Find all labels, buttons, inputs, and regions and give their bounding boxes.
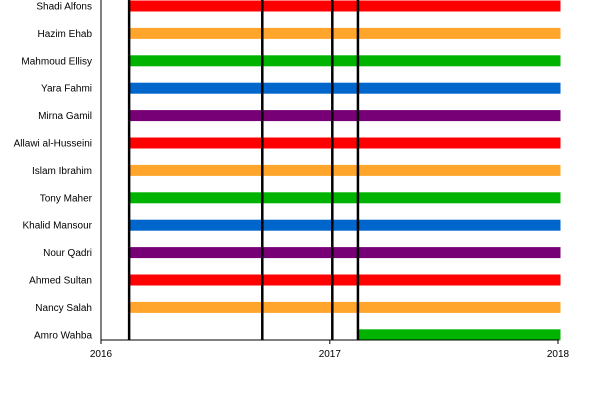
member-bar <box>129 219 561 231</box>
x-tick-label: 2017 <box>319 349 342 360</box>
member-bar <box>129 192 561 204</box>
member-bar <box>357 329 561 341</box>
member-bar <box>129 27 561 39</box>
x-tick-label: 2018 <box>547 349 570 360</box>
member-label: Nour Qadri <box>43 248 92 259</box>
member-label: Allawi al-Husseini <box>14 139 92 150</box>
member-label: Ahmed Sultan <box>29 276 92 287</box>
member-label: Amro Wahba <box>34 330 92 341</box>
member-bar <box>129 82 561 94</box>
member-label: Hazim Ehab <box>38 29 93 40</box>
member-label: Islam Ibrahim <box>32 166 92 177</box>
member-bar <box>129 247 561 259</box>
member-bar <box>129 301 561 313</box>
member-label: Mirna Gamil <box>38 111 92 122</box>
member-bar <box>129 55 561 67</box>
x-tick-label: 2016 <box>90 349 113 360</box>
member-label: Shadi Alfons <box>36 2 92 13</box>
member-label: Yara Fahmi <box>41 84 92 95</box>
member-label: Khalid Mansour <box>23 221 93 232</box>
member-bar <box>129 110 561 122</box>
member-label: Mahmoud Ellisy <box>21 56 92 67</box>
member-bar <box>129 164 561 176</box>
member-label: Nancy Salah <box>35 303 92 314</box>
member-label: Tony Maher <box>40 193 93 204</box>
member-bar <box>129 137 561 149</box>
member-bar <box>129 0 561 12</box>
member-bar <box>129 274 561 286</box>
